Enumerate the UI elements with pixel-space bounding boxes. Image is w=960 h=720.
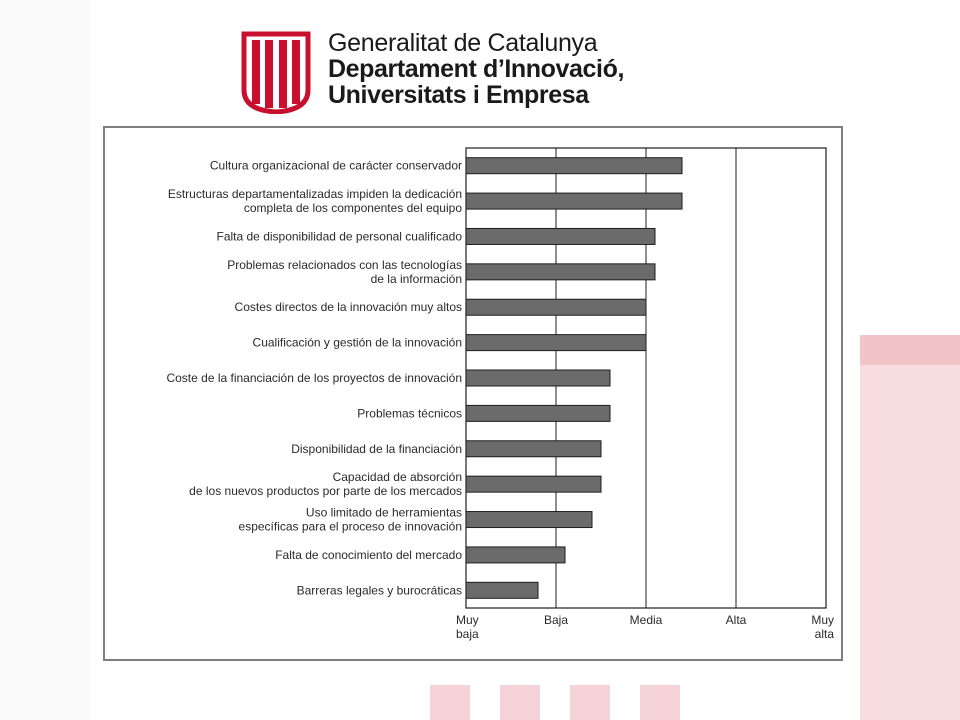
header: Generalitat de Catalunya Departament d’I…: [238, 28, 698, 118]
category-label: específicas para el proceso de innovació…: [239, 520, 462, 534]
bar: [465, 298, 647, 316]
bar: [465, 157, 683, 175]
bar: [465, 369, 611, 387]
bar: [465, 404, 611, 422]
bar: [465, 192, 683, 210]
tick-label: Media: [630, 613, 663, 627]
category-label: Coste de la financiación de los proyecto…: [166, 371, 462, 385]
header-generalitat: Generalitat de Catalunya: [328, 29, 598, 57]
tick-label: Baja: [544, 613, 568, 627]
category-label: Barreras legales y burocráticas: [297, 583, 462, 597]
category-label: Uso limitado de herramientas: [306, 506, 462, 520]
header-department: Departament d’Innovació,: [328, 55, 625, 83]
tick-label: Muy: [811, 613, 834, 627]
tick-label: alta: [815, 627, 835, 641]
bar-chart: Cultura organizacional de carácter conse…: [166, 147, 835, 641]
category-label: Problemas técnicos: [357, 406, 462, 420]
category-label: Estructuras departamentalizadas impiden …: [168, 187, 462, 201]
chart-frame: Cultura organizacional de carácter conse…: [103, 126, 843, 661]
header-department-cont: Universitats i Empresa: [328, 81, 589, 109]
category-label: Cualificación y gestión de la innovación: [253, 336, 462, 350]
tick-label: Alta: [726, 613, 747, 627]
category-label: Capacidad de absorción: [333, 470, 462, 484]
category-label: Falta de disponibilidad de personal cual…: [217, 229, 463, 243]
category-label: Cultura organizacional de carácter conse…: [210, 159, 462, 173]
category-label: de la información: [371, 272, 462, 286]
bar: [465, 440, 602, 458]
tick-label: Muy: [456, 613, 479, 627]
category-label: Falta de conocimiento del mercado: [275, 548, 462, 562]
bar: [465, 546, 566, 564]
tick-label: baja: [456, 627, 479, 641]
category-label: completa de los componentes del equipo: [244, 201, 462, 215]
category-label: de los nuevos productos por parte de los…: [189, 484, 462, 498]
generalitat-logo: [241, 31, 311, 114]
bar: [465, 581, 539, 599]
bar: [465, 475, 602, 493]
bar: [465, 263, 656, 281]
bar: [465, 511, 593, 529]
category-label: Disponibilidad de la financiación: [291, 442, 462, 456]
bar: [465, 227, 656, 245]
category-label: Problemas relacionados con las tecnologí…: [227, 258, 462, 272]
category-label: Costes directos de la innovación muy alt…: [235, 300, 462, 314]
bar: [465, 334, 647, 352]
